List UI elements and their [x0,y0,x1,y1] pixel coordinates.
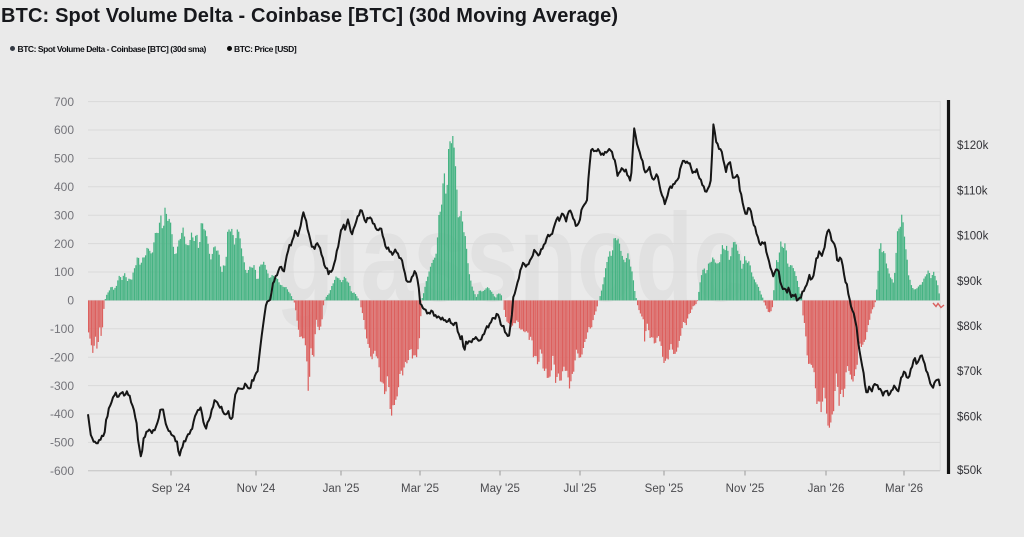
svg-text:Nov '25: Nov '25 [726,483,765,495]
svg-text:200: 200 [54,237,74,251]
svg-text:May '25: May '25 [480,483,520,495]
svg-text:Mar '25: Mar '25 [401,483,439,495]
svg-text:-400: -400 [50,407,74,421]
svg-text:400: 400 [54,180,74,194]
svg-text:Sep '24: Sep '24 [152,483,191,495]
svg-text:Nov '24: Nov '24 [237,483,276,495]
svg-text:Mar '26: Mar '26 [885,483,923,495]
svg-text:-600: -600 [50,464,74,478]
svg-text:-100: -100 [50,322,74,336]
svg-text:$120k: $120k [957,140,989,152]
svg-text:$80k: $80k [957,321,982,333]
svg-text:600: 600 [54,123,74,137]
svg-text:Jan '25: Jan '25 [323,483,360,495]
svg-text:$110k: $110k [957,185,988,197]
svg-text:700: 700 [54,95,74,109]
svg-text:Jul '25: Jul '25 [564,483,597,495]
svg-text:-500: -500 [50,436,74,450]
svg-text:300: 300 [54,208,74,222]
svg-text:$90k: $90k [957,276,982,288]
svg-text:$60k: $60k [957,411,982,423]
svg-text:-300: -300 [50,379,74,393]
svg-text:-200: -200 [50,350,74,364]
svg-text:$100k: $100k [957,231,989,243]
svg-text:$70k: $70k [957,366,982,378]
svg-text:0: 0 [67,294,74,308]
svg-text:Jan '26: Jan '26 [808,483,845,495]
svg-text:100: 100 [54,265,74,279]
svg-text:$50k: $50k [957,465,982,477]
svg-text:500: 500 [54,152,74,166]
svg-text:Sep '25: Sep '25 [645,483,684,495]
